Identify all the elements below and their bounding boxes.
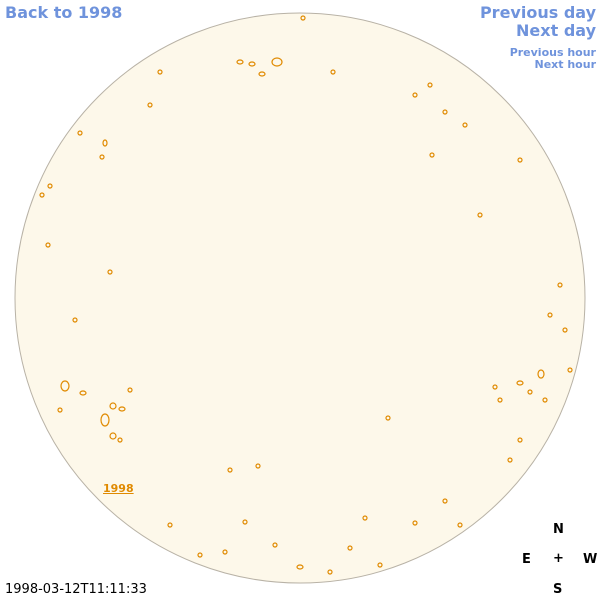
marker-link[interactable]: 1998 bbox=[103, 482, 134, 495]
contour bbox=[412, 92, 418, 98]
contour bbox=[477, 212, 483, 218]
contour bbox=[557, 282, 563, 288]
contour bbox=[236, 59, 244, 65]
contour bbox=[102, 139, 108, 147]
contour bbox=[517, 437, 523, 443]
back-link[interactable]: Back to 1998 bbox=[5, 3, 123, 22]
contour bbox=[385, 415, 391, 421]
contour bbox=[57, 407, 63, 413]
contour bbox=[77, 130, 83, 136]
contour bbox=[271, 57, 283, 67]
contour bbox=[412, 520, 418, 526]
contour bbox=[497, 397, 503, 403]
timestamp: 1998-03-12T11:11:33 bbox=[5, 582, 147, 597]
contour bbox=[167, 522, 173, 528]
contour bbox=[327, 569, 333, 575]
contour bbox=[362, 515, 368, 521]
contour bbox=[507, 457, 513, 463]
next-day-link[interactable]: Next day bbox=[516, 21, 596, 40]
contour bbox=[537, 369, 545, 379]
contour bbox=[547, 312, 553, 318]
contour bbox=[39, 192, 45, 198]
contours bbox=[39, 15, 573, 575]
contour bbox=[147, 102, 153, 108]
contour bbox=[117, 437, 123, 443]
compass-center: + bbox=[553, 551, 564, 566]
contour bbox=[109, 432, 117, 440]
contour bbox=[258, 71, 266, 77]
contour bbox=[242, 519, 248, 525]
contour bbox=[118, 406, 126, 412]
contour bbox=[462, 122, 468, 128]
contour bbox=[99, 154, 105, 160]
solar-disk bbox=[14, 12, 586, 584]
contour bbox=[222, 549, 228, 555]
compass-north: N bbox=[553, 522, 564, 537]
contour bbox=[272, 542, 278, 548]
compass-south: S bbox=[553, 582, 563, 597]
contour bbox=[197, 552, 203, 558]
contour bbox=[562, 327, 568, 333]
contour bbox=[516, 380, 524, 386]
contour bbox=[300, 15, 306, 21]
contour bbox=[296, 564, 304, 570]
contour bbox=[255, 463, 261, 469]
contour bbox=[442, 498, 448, 504]
contour bbox=[227, 467, 233, 473]
contour bbox=[567, 367, 573, 373]
contour bbox=[427, 82, 433, 88]
contour bbox=[47, 183, 53, 189]
previous-day-link[interactable]: Previous day bbox=[479, 3, 596, 22]
contour bbox=[45, 242, 51, 248]
contour bbox=[330, 69, 336, 75]
previous-hour-link[interactable]: Previous hour bbox=[509, 46, 596, 59]
compass-west: W bbox=[583, 552, 598, 567]
contour bbox=[347, 545, 353, 551]
contour bbox=[72, 317, 78, 323]
contour bbox=[542, 397, 548, 403]
contour bbox=[100, 413, 110, 427]
contour bbox=[248, 61, 256, 67]
contour bbox=[377, 562, 383, 568]
contour bbox=[60, 380, 70, 392]
contour bbox=[127, 387, 133, 393]
contour bbox=[457, 522, 463, 528]
contour bbox=[492, 384, 498, 390]
contour bbox=[109, 402, 117, 410]
contour bbox=[79, 390, 87, 396]
contour bbox=[107, 269, 113, 275]
next-hour-link[interactable]: Next hour bbox=[534, 58, 597, 71]
contour bbox=[527, 389, 533, 395]
contour bbox=[157, 69, 163, 75]
contour bbox=[517, 157, 523, 163]
compass-east: E bbox=[522, 552, 531, 567]
contour bbox=[429, 152, 435, 158]
contour bbox=[442, 109, 448, 115]
